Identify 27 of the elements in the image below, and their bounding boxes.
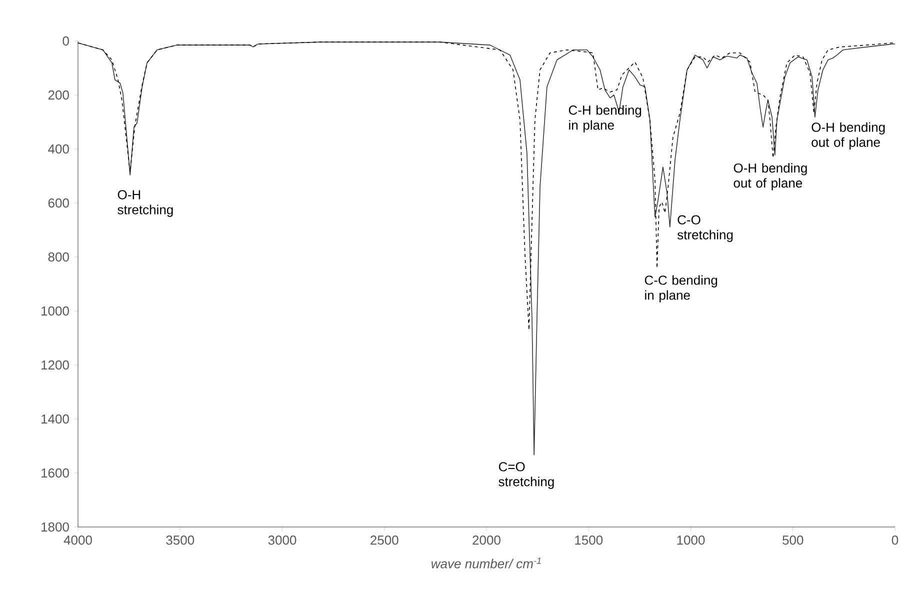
y-tick-label: 1800 <box>42 522 69 532</box>
x-tick-label: 1000 <box>677 536 705 545</box>
y-tick-label: 1000 <box>42 306 69 316</box>
annotation: O-H bending out of plane <box>812 122 885 150</box>
y-tick-label: 1600 <box>42 468 69 478</box>
annotation: C-O stretching <box>677 215 733 242</box>
y-tick-label: 1400 <box>42 414 69 424</box>
y-tick-label: 0 <box>62 36 69 46</box>
x-tick-label: 2000 <box>472 536 500 545</box>
y-tick-label: 200 <box>48 90 69 100</box>
annotation: O-H bending out of plane <box>734 163 807 190</box>
x-tick-label: 1500 <box>575 536 603 545</box>
y-tick-label: 600 <box>48 198 69 208</box>
x-tick-label: 2500 <box>370 536 398 545</box>
y-tick-label: 400 <box>48 144 69 154</box>
annotation: C-C bending in plane <box>644 275 718 302</box>
annotation: C=O stretching <box>498 462 554 489</box>
x-tick-label: 500 <box>782 536 804 545</box>
x-tick-label: 0 <box>892 536 898 545</box>
x-tick-label: 3000 <box>268 536 296 545</box>
x-tick-label: 4000 <box>64 536 92 545</box>
y-tick-label: 800 <box>48 252 69 262</box>
x-tick-label: 3500 <box>166 536 194 545</box>
y-tick-label: 1200 <box>42 360 69 370</box>
annotation: O-H stretching <box>118 190 173 217</box>
annotation: C-H bending in plane <box>568 105 642 132</box>
x-axis-title: wave number/ cm$^{-1}$ <box>432 558 541 568</box>
